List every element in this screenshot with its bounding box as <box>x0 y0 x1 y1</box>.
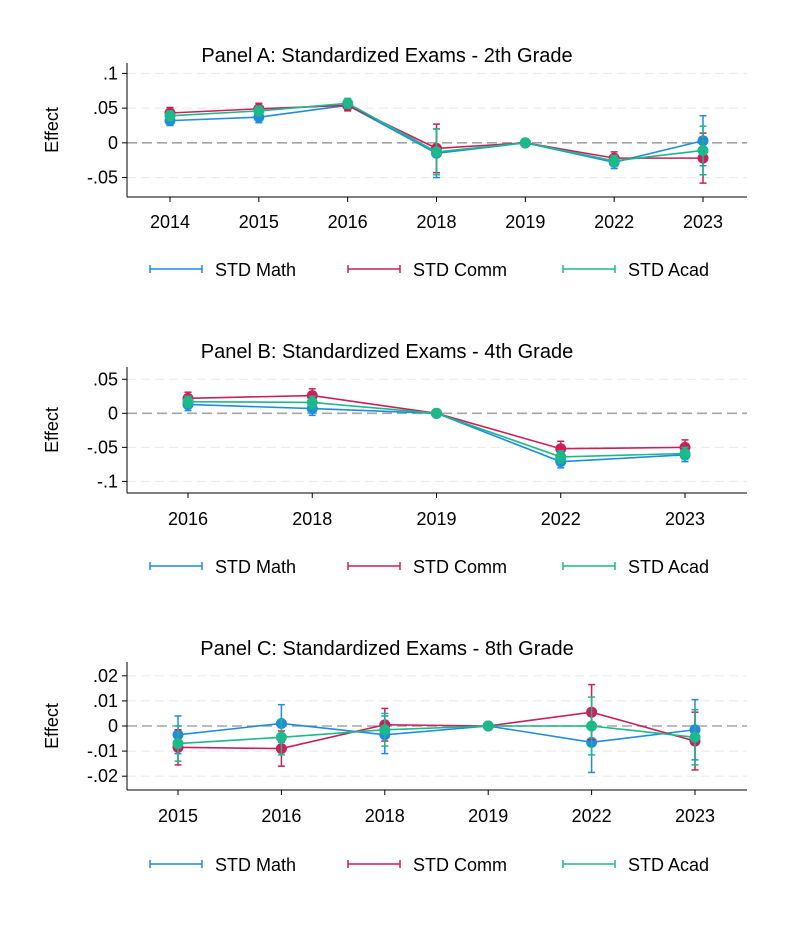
data-point <box>253 105 265 117</box>
panel-title: Panel B: Standardized Exams - 4th Grade <box>201 341 573 363</box>
x-tick-label: 2018 <box>292 509 332 529</box>
data-point <box>482 720 494 732</box>
y-tick-label: -.02 <box>87 766 118 786</box>
x-tick-label: 2022 <box>594 212 634 232</box>
x-tick-label: 2016 <box>261 806 301 826</box>
x-tick-label: 2022 <box>572 806 612 826</box>
legend-label: STD Acad <box>628 855 709 875</box>
series-line <box>177 722 696 744</box>
panel-title: Panel C: Standardized Exams - 8th Grade <box>200 638 574 660</box>
panel-a: Panel A: Standardized Exams - 2th Grade E… <box>42 45 747 280</box>
y-tick-label: .05 <box>93 98 118 118</box>
series-std-acad <box>182 395 691 464</box>
data-point <box>182 396 194 408</box>
y-axis-label: Effect <box>42 407 62 453</box>
data-point <box>379 724 391 736</box>
legend-label: STD Math <box>215 855 296 875</box>
series-std-acad <box>172 696 701 766</box>
x-tick-label: 2022 <box>541 509 581 529</box>
series-std-math <box>172 698 701 774</box>
legend-label: STD Acad <box>628 260 709 280</box>
x-tick-label: 2023 <box>675 806 715 826</box>
x-tick-label: 2019 <box>416 509 456 529</box>
legend-label: STD Comm <box>413 557 507 577</box>
legend-label: STD Comm <box>413 855 507 875</box>
legend-label: STD Math <box>215 557 296 577</box>
legend-label: STD Acad <box>628 557 709 577</box>
data-point <box>689 731 701 743</box>
x-tick-label: 2015 <box>158 806 198 826</box>
legend-label: STD Math <box>215 260 296 280</box>
x-tick-label: 2014 <box>150 212 190 232</box>
y-tick-label: .01 <box>93 691 118 711</box>
panel-b: Panel B: Standardized Exams - 4th Grade E… <box>42 341 747 577</box>
data-point <box>555 451 567 463</box>
panel-c: Panel C: Standardized Exams - 8th Grade E… <box>42 638 747 875</box>
x-tick-label: 2016 <box>168 509 208 529</box>
series-line <box>177 725 696 745</box>
data-point <box>679 447 691 459</box>
x-tick-label: 2019 <box>505 212 545 232</box>
data-point <box>586 720 598 732</box>
panel-title: Panel A: Standardized Exams - 2th Grade <box>201 45 572 67</box>
y-tick-label: -.05 <box>87 168 118 188</box>
legend-label: STD Comm <box>413 260 507 280</box>
series-line <box>177 711 696 750</box>
y-axis-label: Effect <box>42 107 62 153</box>
data-point <box>172 738 184 750</box>
data-point <box>306 396 318 408</box>
data-point <box>608 155 620 167</box>
data-point <box>697 144 709 156</box>
y-axis-label: Effect <box>42 703 62 749</box>
x-tick-label: 2018 <box>416 212 456 232</box>
x-tick-label: 2023 <box>665 509 705 529</box>
y-tick-label: -.01 <box>87 741 118 761</box>
x-tick-label: 2016 <box>328 212 368 232</box>
y-tick-label: -.1 <box>97 471 118 491</box>
legend: STD Math STD Comm STD Acad <box>149 557 709 577</box>
x-tick-label: 2015 <box>239 212 279 232</box>
legend: STD Math STD Comm STD Acad <box>149 260 709 280</box>
data-point <box>431 407 442 419</box>
data-point <box>275 731 287 743</box>
y-tick-label: .05 <box>93 369 118 389</box>
y-tick-label: 0 <box>108 403 118 423</box>
y-tick-label: 0 <box>108 716 118 736</box>
data-point <box>164 110 176 122</box>
series-std-acad <box>164 97 709 176</box>
data-point <box>431 146 442 158</box>
y-tick-label: -.05 <box>87 437 118 457</box>
data-point <box>342 97 354 109</box>
y-tick-label: .02 <box>93 666 118 686</box>
legend: STD Math STD Comm STD Acad <box>149 855 709 875</box>
x-tick-label: 2019 <box>468 806 508 826</box>
x-tick-label: 2018 <box>365 806 405 826</box>
x-tick-label: 2023 <box>683 212 723 232</box>
y-tick-label: .1 <box>103 63 118 83</box>
series-line <box>187 394 686 450</box>
series-std-comm <box>182 388 691 457</box>
y-tick-label: 0 <box>108 133 118 153</box>
data-point <box>519 137 531 149</box>
